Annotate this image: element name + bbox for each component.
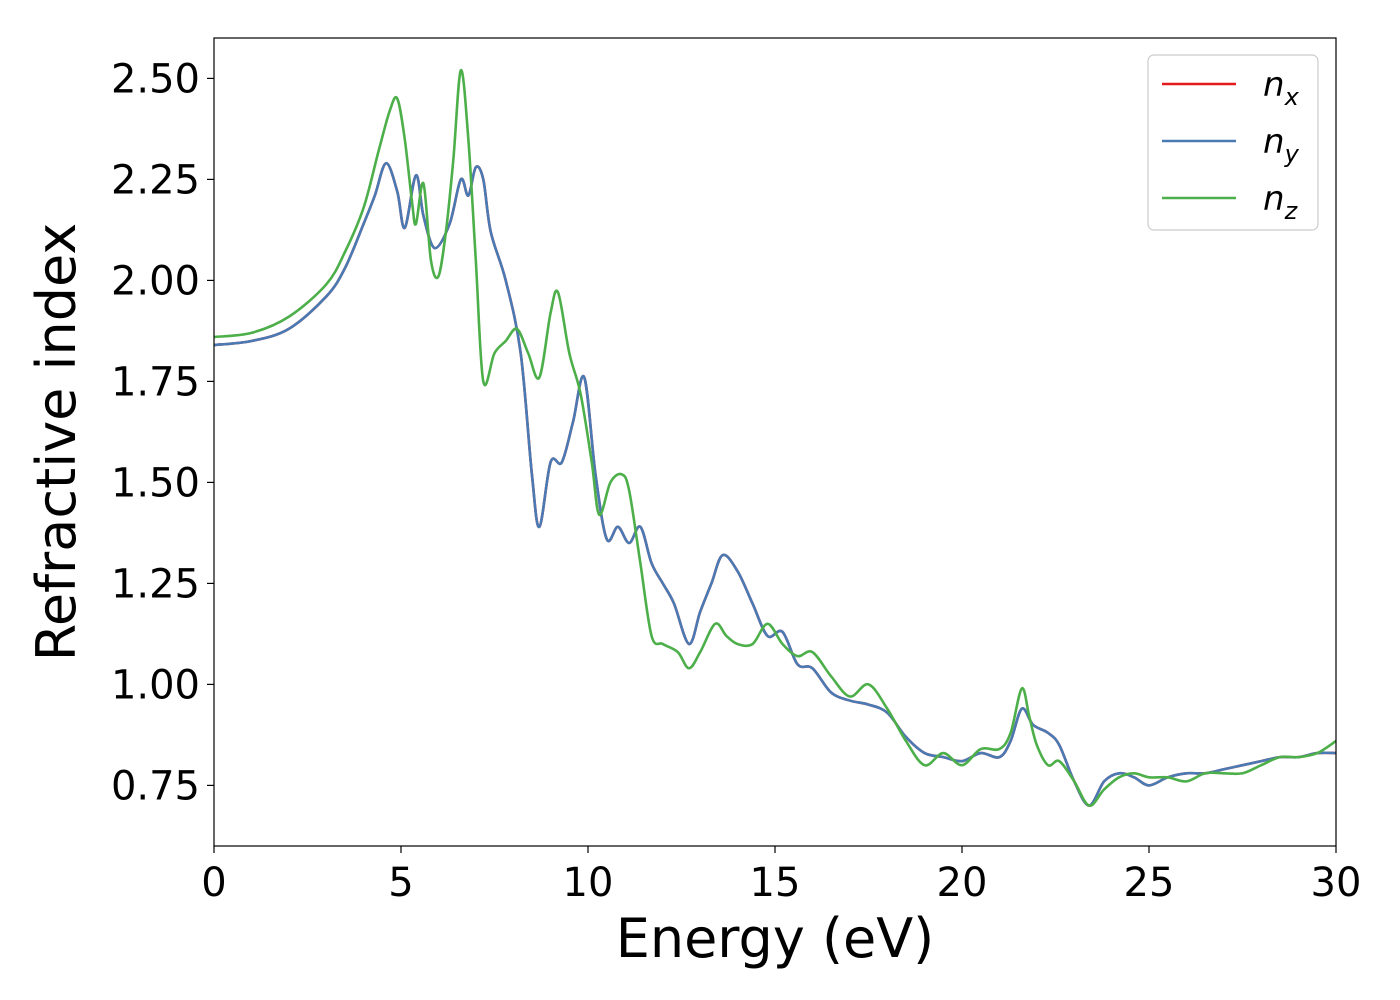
x-tick-label: 30: [1311, 860, 1362, 906]
y-tick-label: 2.50: [111, 56, 200, 102]
x-tick-label: 15: [750, 860, 801, 906]
legend-label-ny: ny: [1263, 122, 1300, 168]
legend: nx ny nz: [1147, 54, 1319, 231]
legend-box: [1147, 54, 1319, 231]
y-tick-label: 0.75: [111, 763, 200, 809]
x-axis-label: Energy (eV): [616, 907, 935, 970]
x-tick-label: 0: [201, 860, 226, 906]
y-tick-label: 2.25: [111, 157, 200, 203]
y-tick-label: 1.75: [111, 359, 200, 405]
x-axis-ticks: 0 5 10 15 20 25 30: [201, 846, 1361, 906]
x-tick-label: 20: [937, 860, 988, 906]
y-axis-label: Refractive index: [25, 223, 88, 662]
series-layer: [214, 69, 1336, 807]
y-tick-label: 2.00: [111, 258, 200, 304]
legend-label-nx: nx: [1263, 65, 1300, 111]
y-tick-label: 1.50: [111, 460, 200, 506]
y-tick-label: 1.00: [111, 662, 200, 708]
x-tick-label: 10: [563, 860, 614, 906]
x-tick-label: 5: [388, 860, 413, 906]
y-axis-ticks: 0.75 1.00 1.25 1.50 1.75 2.00 2.25 2.50: [111, 56, 214, 809]
series-line-nz: [214, 69, 1336, 807]
y-tick-label: 1.25: [111, 561, 200, 607]
x-tick-label: 25: [1124, 860, 1175, 906]
legend-label-nz: nz: [1263, 179, 1299, 225]
